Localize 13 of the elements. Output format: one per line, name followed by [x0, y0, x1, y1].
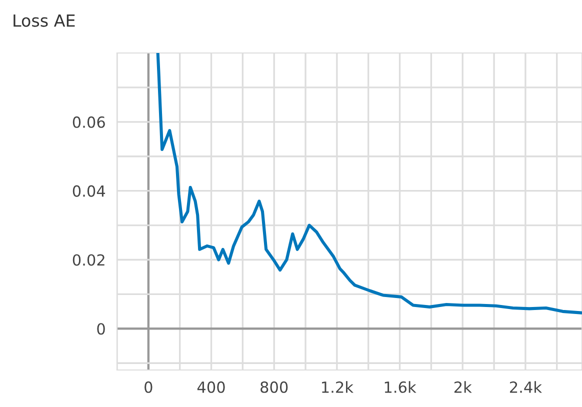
y-tick-label: 0.06	[72, 116, 105, 128]
x-tick-label: 0	[144, 381, 152, 393]
x-tick-label: 400	[197, 381, 225, 393]
x-tick-label: 1.2k	[322, 381, 354, 393]
x-tick-label: 2k	[454, 381, 472, 393]
x-tick-label: 1.6k	[384, 381, 416, 393]
chart-title: Loss AE	[14, 14, 75, 27]
line-series	[156, 53, 582, 314]
y-tick-label: 0.04	[72, 185, 106, 197]
x-tick-label: 800	[260, 381, 288, 393]
y-tick-label: 0.02	[72, 254, 104, 266]
y-tick-label: 0	[97, 323, 105, 335]
x-tick-label: 2.4k	[510, 381, 542, 393]
